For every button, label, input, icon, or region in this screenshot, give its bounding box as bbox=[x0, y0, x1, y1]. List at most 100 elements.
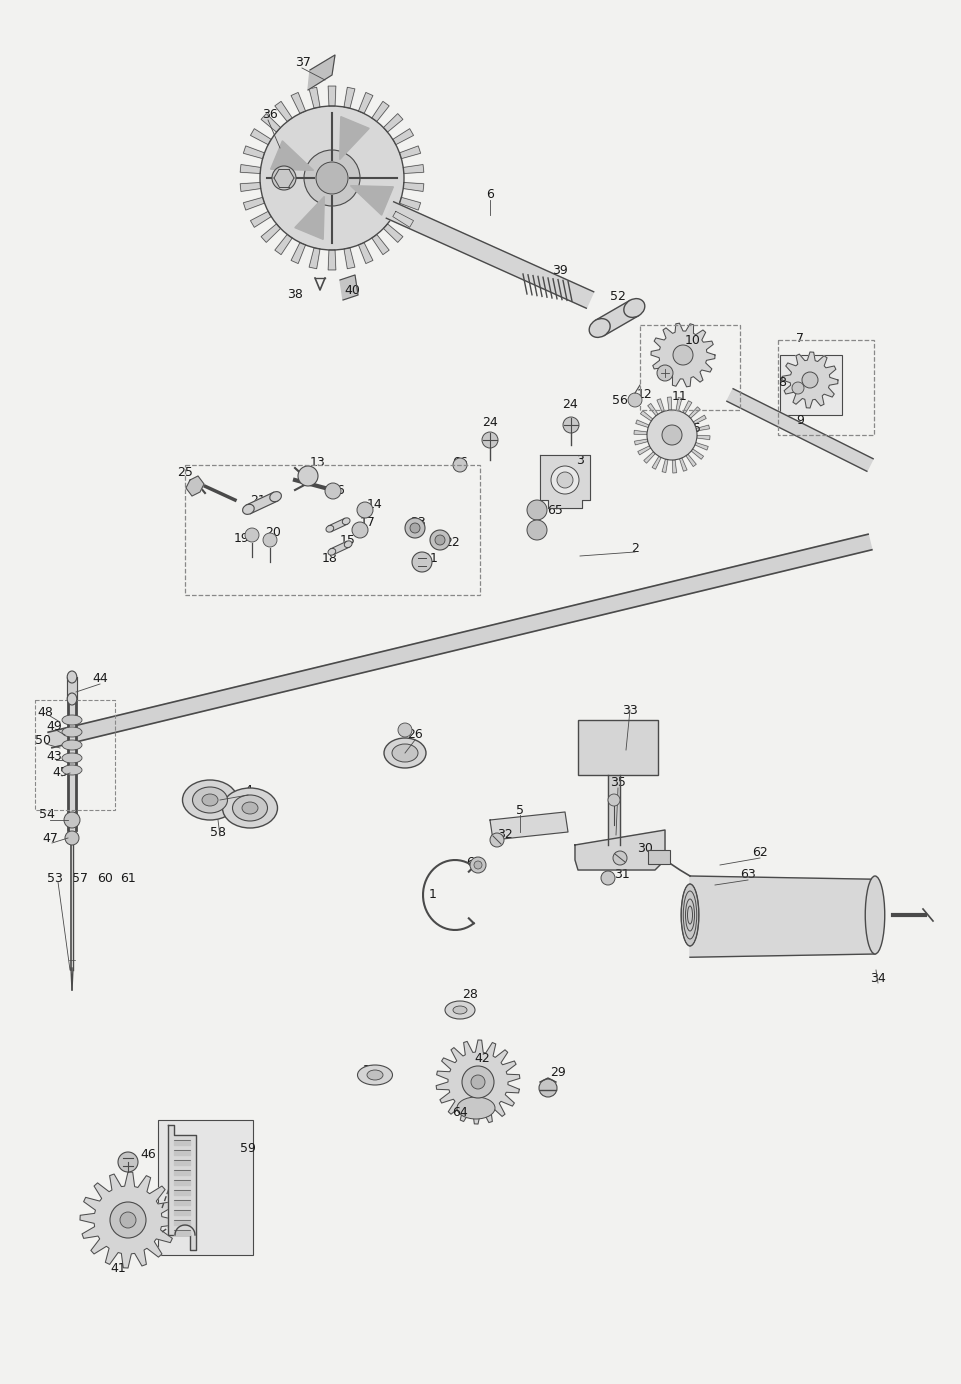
Ellipse shape bbox=[62, 753, 82, 763]
Text: 45: 45 bbox=[52, 765, 68, 778]
Ellipse shape bbox=[62, 765, 82, 775]
Circle shape bbox=[601, 871, 614, 884]
Circle shape bbox=[110, 1201, 146, 1239]
Polygon shape bbox=[350, 185, 393, 215]
Text: 20: 20 bbox=[265, 526, 281, 538]
Circle shape bbox=[434, 536, 445, 545]
Text: 16: 16 bbox=[330, 483, 346, 497]
Polygon shape bbox=[637, 446, 650, 455]
Text: 18: 18 bbox=[322, 551, 337, 565]
Circle shape bbox=[298, 466, 318, 486]
Polygon shape bbox=[308, 55, 334, 90]
Text: 12: 12 bbox=[636, 389, 653, 401]
Text: 58: 58 bbox=[209, 825, 226, 839]
Polygon shape bbox=[607, 775, 619, 846]
Polygon shape bbox=[344, 248, 355, 268]
Polygon shape bbox=[185, 476, 204, 495]
Circle shape bbox=[245, 529, 259, 543]
Bar bbox=[639, 325, 739, 410]
Circle shape bbox=[489, 833, 504, 847]
Ellipse shape bbox=[864, 876, 884, 954]
Text: 47: 47 bbox=[42, 832, 58, 844]
Polygon shape bbox=[676, 397, 681, 411]
Polygon shape bbox=[651, 324, 714, 386]
Polygon shape bbox=[250, 212, 271, 227]
Text: 26: 26 bbox=[407, 728, 423, 742]
Ellipse shape bbox=[62, 740, 82, 750]
Text: 54: 54 bbox=[39, 808, 55, 822]
Polygon shape bbox=[68, 688, 76, 830]
Ellipse shape bbox=[328, 548, 335, 555]
Text: 57: 57 bbox=[72, 872, 87, 884]
Polygon shape bbox=[174, 1150, 190, 1156]
Polygon shape bbox=[696, 425, 709, 430]
Circle shape bbox=[409, 523, 420, 533]
Ellipse shape bbox=[623, 299, 644, 317]
Polygon shape bbox=[174, 1169, 190, 1175]
Text: 62: 62 bbox=[752, 846, 767, 858]
Polygon shape bbox=[640, 411, 653, 421]
Polygon shape bbox=[634, 439, 647, 444]
Text: 60: 60 bbox=[97, 872, 112, 884]
Circle shape bbox=[470, 857, 485, 873]
Bar bbox=[185, 465, 480, 595]
Text: 41: 41 bbox=[110, 1261, 126, 1275]
Polygon shape bbox=[246, 493, 278, 513]
Polygon shape bbox=[291, 93, 306, 113]
Circle shape bbox=[262, 533, 277, 547]
Bar bbox=[779, 356, 841, 415]
Ellipse shape bbox=[67, 693, 77, 704]
Circle shape bbox=[673, 345, 692, 365]
Polygon shape bbox=[661, 459, 667, 472]
Polygon shape bbox=[291, 242, 306, 263]
Polygon shape bbox=[168, 1125, 196, 1250]
Polygon shape bbox=[575, 830, 664, 871]
Circle shape bbox=[791, 382, 803, 394]
Text: 13: 13 bbox=[309, 455, 326, 469]
Polygon shape bbox=[339, 116, 369, 159]
Ellipse shape bbox=[456, 1098, 495, 1120]
Text: 61: 61 bbox=[120, 872, 136, 884]
Polygon shape bbox=[372, 234, 389, 255]
Polygon shape bbox=[383, 113, 403, 131]
Polygon shape bbox=[240, 165, 260, 173]
Text: 1: 1 bbox=[429, 889, 436, 901]
Circle shape bbox=[527, 500, 547, 520]
Ellipse shape bbox=[233, 794, 267, 821]
Text: 67: 67 bbox=[465, 855, 481, 869]
Ellipse shape bbox=[453, 1006, 466, 1014]
Polygon shape bbox=[643, 451, 654, 464]
Polygon shape bbox=[358, 242, 373, 263]
Polygon shape bbox=[174, 1230, 190, 1235]
Text: 48: 48 bbox=[37, 706, 53, 718]
Text: 9: 9 bbox=[796, 414, 803, 426]
Text: 21: 21 bbox=[250, 494, 265, 507]
Circle shape bbox=[612, 851, 627, 865]
Ellipse shape bbox=[344, 541, 352, 548]
Text: 50: 50 bbox=[35, 734, 51, 746]
Circle shape bbox=[352, 522, 368, 538]
Text: 6: 6 bbox=[485, 188, 493, 202]
Text: 10: 10 bbox=[684, 334, 701, 346]
Ellipse shape bbox=[222, 787, 277, 828]
Circle shape bbox=[357, 502, 373, 518]
Polygon shape bbox=[682, 401, 691, 414]
Polygon shape bbox=[688, 407, 700, 418]
Polygon shape bbox=[539, 455, 589, 508]
Ellipse shape bbox=[242, 801, 258, 814]
Ellipse shape bbox=[62, 716, 82, 725]
Polygon shape bbox=[694, 443, 707, 450]
Ellipse shape bbox=[67, 671, 77, 682]
Ellipse shape bbox=[183, 781, 237, 819]
Polygon shape bbox=[174, 1160, 190, 1165]
Polygon shape bbox=[48, 534, 871, 747]
Polygon shape bbox=[403, 165, 424, 173]
Circle shape bbox=[656, 365, 673, 381]
Ellipse shape bbox=[62, 727, 82, 738]
Polygon shape bbox=[339, 275, 357, 300]
Polygon shape bbox=[328, 86, 335, 107]
Polygon shape bbox=[174, 1190, 190, 1194]
Polygon shape bbox=[435, 1039, 519, 1124]
Text: 34: 34 bbox=[869, 972, 885, 984]
Ellipse shape bbox=[445, 1001, 475, 1019]
